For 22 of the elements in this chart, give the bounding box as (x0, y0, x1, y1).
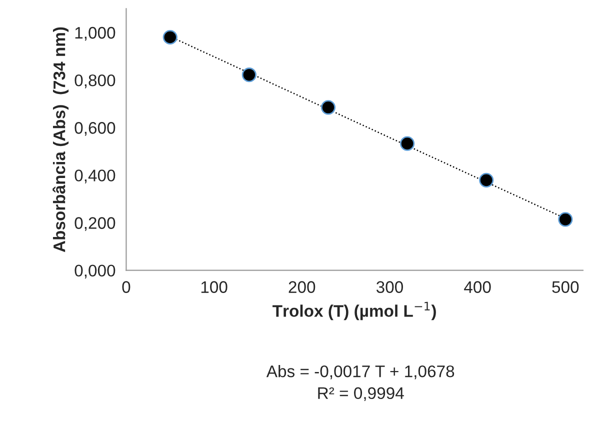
y-tick-label: 0,000 (74, 264, 116, 278)
x-axis-title: Trolox (T) (µmol L$^{−1}$) (272, 302, 436, 320)
x-tick-label: 200 (288, 281, 316, 293)
y-tick-label: 0,400 (74, 170, 116, 184)
point (162, 30, 178, 45)
y-tick-label: 1,000 (75, 26, 116, 41)
text: R² = 0,9994 (318, 387, 404, 402)
x-tick-label: 400 (464, 281, 491, 293)
x-tick-label: 0 (122, 281, 130, 293)
x-tick-label: 300 (376, 281, 403, 293)
x-tick-label: 100 (201, 281, 228, 293)
point (479, 172, 494, 188)
y-tick-label: 0,600 (74, 122, 116, 136)
y-axis-title: Absorbância (Abs) (734 nm) (52, 27, 69, 252)
point (320, 100, 336, 115)
y-tick-label: 0,800 (74, 74, 116, 88)
point (400, 136, 415, 151)
x-tick-label: 500 (552, 281, 579, 293)
point (558, 212, 573, 227)
text: Abs = -0,0017 T + 1,0678 (266, 365, 454, 380)
point (242, 68, 256, 82)
y-tick-label: 0,200 (74, 217, 116, 231)
